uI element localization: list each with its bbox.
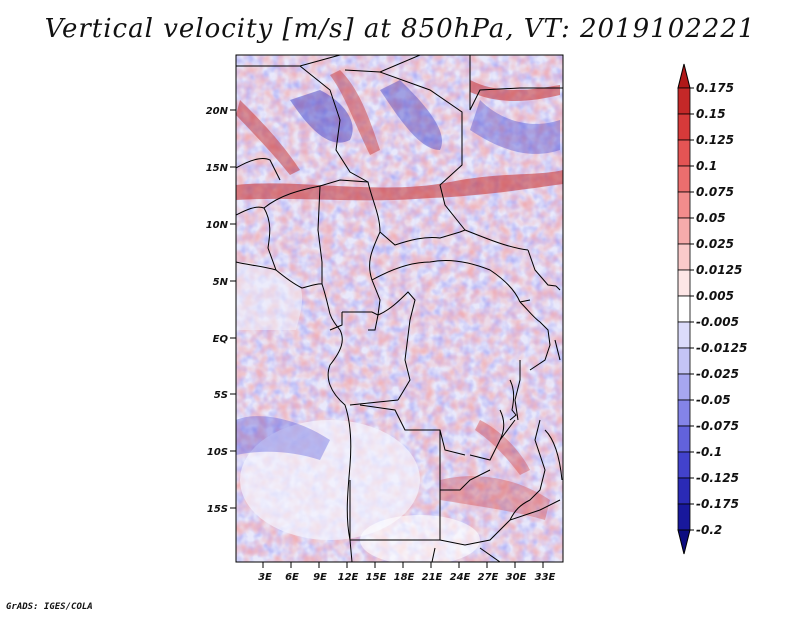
lat-label-10n: 10N — [206, 220, 229, 231]
grads-credit: GrADS: IGES/COLA — [6, 602, 93, 612]
colorbar-segment — [677, 113, 691, 141]
lon-label-12e: 12E — [338, 572, 359, 583]
colorbar-segment — [677, 165, 691, 193]
lon-label-30e: 30E — [506, 572, 527, 583]
colorbar-bottom-arrow — [677, 529, 691, 555]
colorbar-label: -0.005 — [696, 315, 739, 329]
lat-label-5s: 5S — [214, 390, 228, 401]
lat-label-10s: 10S — [207, 447, 228, 458]
lon-label-9e: 9E — [313, 572, 327, 583]
colorbar-label: -0.125 — [696, 471, 739, 485]
colorbar-segment — [677, 347, 691, 375]
colorbar-segment — [677, 295, 691, 323]
axis-ticks — [230, 109, 544, 568]
vertical-velocity-field — [236, 55, 563, 562]
longitude-labels: 3E 6E 9E 12E 15E 18E 21E 24E 27E 30E 33E — [258, 572, 555, 583]
colorbar-segment — [677, 425, 691, 453]
lat-label-15s: 15S — [207, 504, 228, 515]
colorbar-label: -0.075 — [696, 419, 739, 433]
colorbar-label: -0.2 — [696, 523, 722, 537]
colorbar-top-arrow — [677, 63, 691, 89]
colorbar: 0.175 0.15 0.125 0.1 0.075 0.05 0.025 0.0125 0.0… — [677, 63, 747, 555]
colorbar-segment — [677, 477, 691, 505]
colorbar-label: 0.175 — [696, 81, 734, 95]
colorbar-segment — [677, 269, 691, 297]
colorbar-segment — [677, 321, 691, 349]
colorbar-label: 0.025 — [696, 237, 734, 251]
colorbar-segment — [677, 217, 691, 245]
colorbar-label: 0.005 — [696, 289, 734, 303]
lat-label-eq: EQ — [213, 334, 229, 345]
lat-label-5n: 5N — [213, 277, 229, 288]
map-frame — [235, 54, 564, 563]
colorbar-label: -0.025 — [696, 367, 739, 381]
colorbar-segment — [677, 503, 691, 531]
colorbar-segment — [677, 87, 691, 115]
colorbar-segment — [677, 191, 691, 219]
colorbar-label: 0.075 — [696, 185, 734, 199]
lat-label-15n: 15N — [206, 163, 229, 174]
lat-label-20n: 20N — [206, 106, 229, 117]
colorbar-label: -0.1 — [696, 445, 722, 459]
lon-label-24e: 24E — [450, 572, 471, 583]
colorbar-label: 0.05 — [696, 211, 726, 225]
lon-label-3e: 3E — [258, 572, 272, 583]
colorbar-label: -0.05 — [696, 393, 731, 407]
colorbar-label: 0.1 — [696, 159, 717, 173]
lon-label-21e: 21E — [422, 572, 443, 583]
colorbar-segment — [677, 243, 691, 271]
colorbar-label: 0.125 — [696, 133, 734, 147]
lon-label-27e: 27E — [478, 572, 499, 583]
colorbar-segment — [677, 399, 691, 427]
latitude-labels: 20N 15N 10N 5N EQ 5S 10S 15S — [206, 106, 229, 515]
colorbar-label: 0.15 — [696, 107, 726, 121]
lon-label-15e: 15E — [366, 572, 387, 583]
lon-label-33e: 33E — [535, 572, 556, 583]
chart-title: Vertical velocity [m/s] at 850hPa, VT: 2… — [44, 14, 756, 44]
colorbar-segment — [677, 451, 691, 479]
colorbar-label: -0.175 — [696, 497, 739, 511]
colorbar-segment — [677, 139, 691, 167]
country-borders — [236, 55, 563, 562]
colorbar-label: -0.0125 — [696, 341, 747, 355]
lon-label-6e: 6E — [285, 572, 299, 583]
lon-label-18e: 18E — [394, 572, 415, 583]
colorbar-segment — [677, 373, 691, 401]
colorbar-label: 0.0125 — [696, 263, 742, 277]
